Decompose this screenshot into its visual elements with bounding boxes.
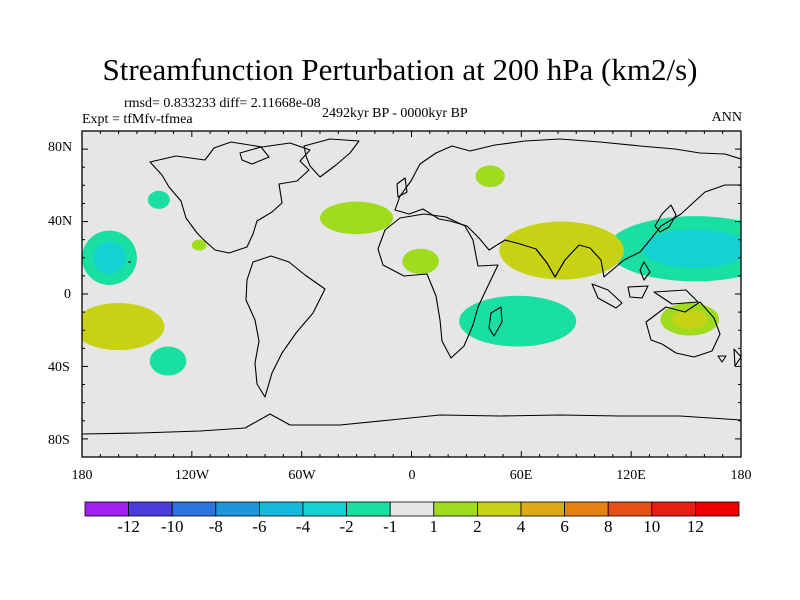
south-asia-positive-core xyxy=(524,233,599,268)
baja-positive-region xyxy=(191,239,207,251)
colorbar-swatch-1 xyxy=(128,501,173,517)
colorbar-swatch-13 xyxy=(651,501,696,517)
coastlines xyxy=(82,138,741,435)
colorbar-label: -1 xyxy=(383,517,398,536)
colorbar-swatch-6 xyxy=(346,501,391,517)
colorbar-swatch-14 xyxy=(695,501,740,517)
lon-label-60e: 60E xyxy=(509,468,533,483)
colorbar-swatch-8 xyxy=(433,501,478,517)
lat-label-80n: 80N xyxy=(48,140,73,155)
western-australia-positive-core xyxy=(672,309,708,330)
lat-label-80s: 80S xyxy=(48,433,70,448)
colorbar-swatch-7 xyxy=(389,501,435,517)
experiment-label: Expt = tfMfv-tfmea xyxy=(82,112,193,127)
axis-ticks xyxy=(81,130,742,458)
colorbar-label: -6 xyxy=(252,517,267,536)
colorbar-label: 4 xyxy=(516,517,526,536)
north-pacific-negative-core xyxy=(642,229,741,269)
east-pacific-negative-core xyxy=(92,241,126,275)
lat-label-equator: 0 xyxy=(64,287,71,302)
stats-label: rmsd= 0.833233 diff= 2.11668e-08 xyxy=(124,96,321,111)
anomaly-layer xyxy=(82,165,741,376)
colorbar-label: 1 xyxy=(429,517,439,536)
colorbar-swatch-11 xyxy=(564,501,609,517)
map-title: Streamfunction Perturbation at 200 hPa (… xyxy=(102,52,698,87)
colorbar-label: 6 xyxy=(560,517,569,536)
colorbar-label: -4 xyxy=(295,517,311,536)
colorbar-label: -2 xyxy=(339,517,354,536)
south-pacific-positive-core xyxy=(91,312,147,341)
map-background xyxy=(82,131,741,457)
colorbar-label: 8 xyxy=(603,517,613,536)
arctic-asia-positive-region xyxy=(475,165,505,188)
period-label: 2492kyr BP - 0000kyr BP xyxy=(322,106,468,121)
colorbar-label: -8 xyxy=(208,517,223,536)
season-label: ANN xyxy=(711,110,742,125)
lat-label-40s: 40S xyxy=(48,360,70,375)
colorbar-label: -10 xyxy=(160,517,184,536)
colorbar-label: 12 xyxy=(686,517,704,536)
colorbar-swatch-9 xyxy=(476,501,522,517)
colorbar-swatch-3 xyxy=(215,501,260,517)
lon-label-180w: 180 xyxy=(71,468,93,483)
colorbar-swatch-12 xyxy=(607,501,653,517)
colorbar-swatch-5 xyxy=(302,501,347,517)
colorbar-swatch-4 xyxy=(258,501,304,517)
lon-label-120w: 120W xyxy=(174,468,210,483)
colorbar-swatch-0 xyxy=(84,501,129,517)
colorbar-swatch-2 xyxy=(171,501,217,517)
gulf-alaska-negative-region xyxy=(147,190,170,209)
southeast-pacific-negative-region xyxy=(149,346,187,376)
lon-label-60w: 60W xyxy=(288,468,316,483)
lat-label-40n: 40N xyxy=(48,214,73,229)
colorbar-swatch-10 xyxy=(520,501,565,517)
south-indian-ocean-negative-region xyxy=(459,295,577,347)
lon-label-180e: 180 xyxy=(730,468,752,483)
lon-label-0: 0 xyxy=(408,468,416,483)
colorbar xyxy=(84,501,740,517)
colorbar-label: 2 xyxy=(473,517,482,536)
colorbar-label: -12 xyxy=(117,517,140,536)
lon-label-120e: 120E xyxy=(616,468,646,483)
west-africa-positive-region xyxy=(402,248,439,275)
colorbar-label: 10 xyxy=(643,517,661,536)
north-atlantic-positive-region xyxy=(319,201,394,235)
